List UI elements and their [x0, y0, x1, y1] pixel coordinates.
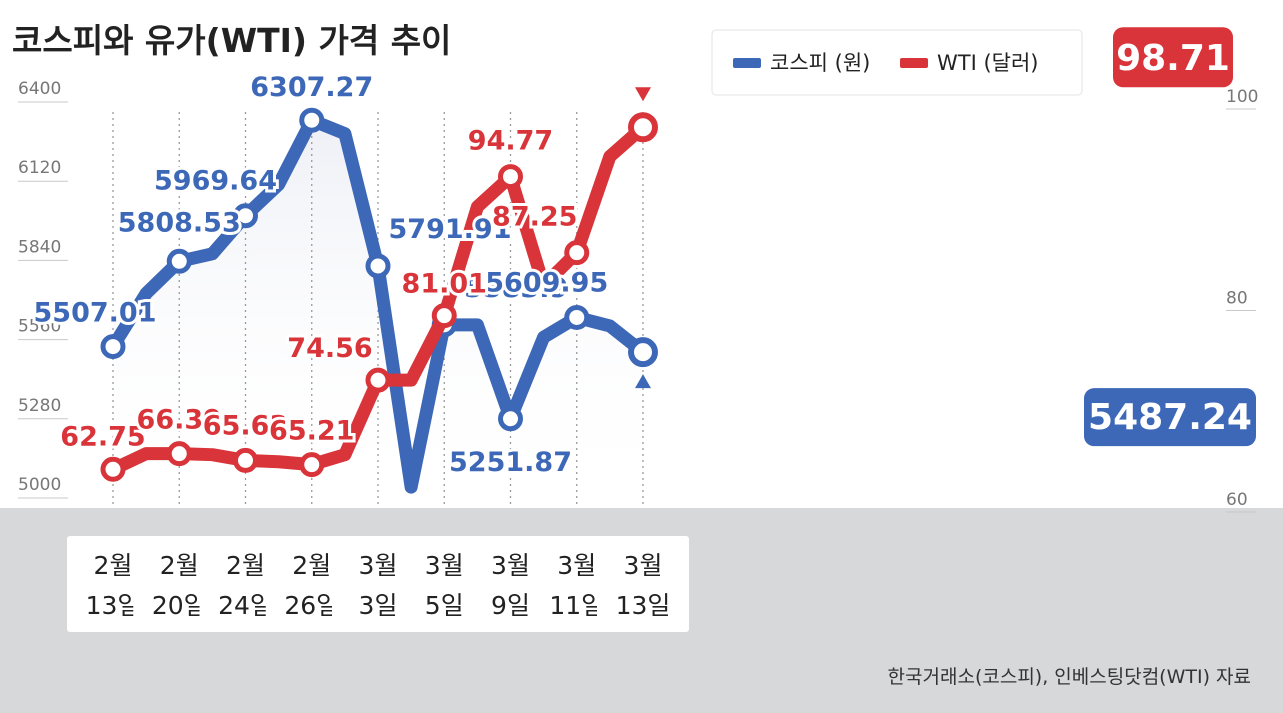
left-tick-5280: 5280	[18, 396, 61, 416]
date-day-1: 20일	[152, 591, 207, 620]
date-month-0: 2월	[94, 551, 133, 580]
wti-label-0: 62.75	[60, 421, 145, 452]
date-month-8: 3월	[624, 551, 663, 580]
kospi-label-5: 5583.9	[464, 273, 568, 304]
date-day-8: 13일	[616, 591, 671, 620]
wti-label-4: 74.56	[287, 333, 372, 364]
wti-point-7	[564, 240, 590, 266]
kospi-point-8	[628, 337, 658, 368]
wti-callout-value: 98.71	[1116, 38, 1230, 79]
date-month-3: 2월	[292, 551, 331, 580]
wti-point-8	[628, 112, 658, 143]
wti-point-4	[365, 367, 391, 393]
kospi-label-2: 5969.64	[154, 166, 277, 197]
kospi-label-0: 5507.01	[34, 298, 157, 329]
left-tick-5000: 5000	[18, 475, 61, 495]
right-tick-60: 60	[1226, 490, 1248, 510]
kospi-point-1	[166, 248, 192, 274]
legend-kospi-swatch	[733, 58, 761, 68]
date-month-7: 3월	[557, 551, 596, 580]
wti-callout-pointer	[635, 87, 651, 102]
date-month-6: 3월	[491, 551, 530, 580]
left-tick-6120: 6120	[18, 158, 61, 178]
kospi-point-4	[365, 253, 391, 279]
date-month-2: 2월	[226, 551, 265, 580]
kospi-label-1: 5808.53	[118, 207, 241, 238]
legend-box	[711, 29, 1083, 96]
wti-point-1	[166, 441, 192, 467]
legend-wti-swatch	[900, 58, 928, 68]
kospi-point-2	[233, 203, 258, 229]
date-day-3: 26일	[284, 591, 339, 620]
date-box-8	[597, 536, 689, 632]
wti-point-0	[100, 456, 126, 482]
wti-point-6	[498, 164, 523, 190]
wti-label-5: 81.01	[402, 269, 487, 300]
kospi-label-6: 5251.87	[449, 447, 572, 478]
kospi-label-7: 5609.95	[485, 267, 608, 298]
source-note: 한국거래소(코스피), 인베스팅닷컴(WTI) 자료	[888, 666, 1251, 688]
right-tick-100: 100	[1226, 87, 1258, 107]
date-day-0: 13일	[86, 591, 141, 620]
kospi-label-4: 5791.91	[389, 214, 512, 245]
kospi-callout-pointer	[635, 374, 651, 389]
wti-label-6: 94.77	[468, 126, 553, 157]
date-month-4: 3월	[359, 551, 398, 580]
left-tick-5840: 5840	[18, 237, 61, 257]
date-day-4: 3일	[359, 591, 398, 620]
left-tick-5560: 5560	[18, 317, 61, 337]
date-day-2: 24일	[218, 591, 273, 620]
chart-title: 코스피와 유가(WTI) 가격 추이	[12, 21, 451, 60]
wti-point-5	[431, 303, 457, 329]
kospi-point-0	[100, 334, 126, 360]
wti-point-2	[233, 447, 258, 473]
left-tick-6400: 6400	[18, 79, 61, 99]
wti-callout-box	[1113, 27, 1233, 88]
kospi-label-3: 6307.27	[250, 72, 373, 103]
kospi-callout-value: 5487.24	[1088, 397, 1252, 438]
date-month-1: 2월	[160, 551, 199, 580]
right-tick-80: 80	[1226, 289, 1248, 309]
date-month-5: 3월	[425, 551, 464, 580]
wti-point-3	[299, 452, 325, 478]
wti-label-2: 65.63	[203, 410, 288, 441]
date-day-5: 5일	[425, 591, 464, 620]
date-day-6: 9일	[491, 591, 530, 620]
kospi-point-6	[498, 406, 523, 432]
kospi-callout-box	[1084, 388, 1256, 447]
legend-wti-label: WTI (달러)	[937, 51, 1039, 75]
wti-label-1: 66.39	[137, 405, 222, 436]
kospi-point-3	[299, 107, 325, 133]
legend-kospi-label: 코스피 (원)	[770, 51, 870, 75]
date-day-7: 11일	[549, 591, 604, 620]
wti-label-7: 87.25	[492, 202, 577, 233]
legend: 코스피 (원) WTI (달러)	[711, 29, 1083, 96]
wti-label-3: 65.21	[269, 416, 354, 447]
kospi-point-7	[564, 304, 590, 330]
